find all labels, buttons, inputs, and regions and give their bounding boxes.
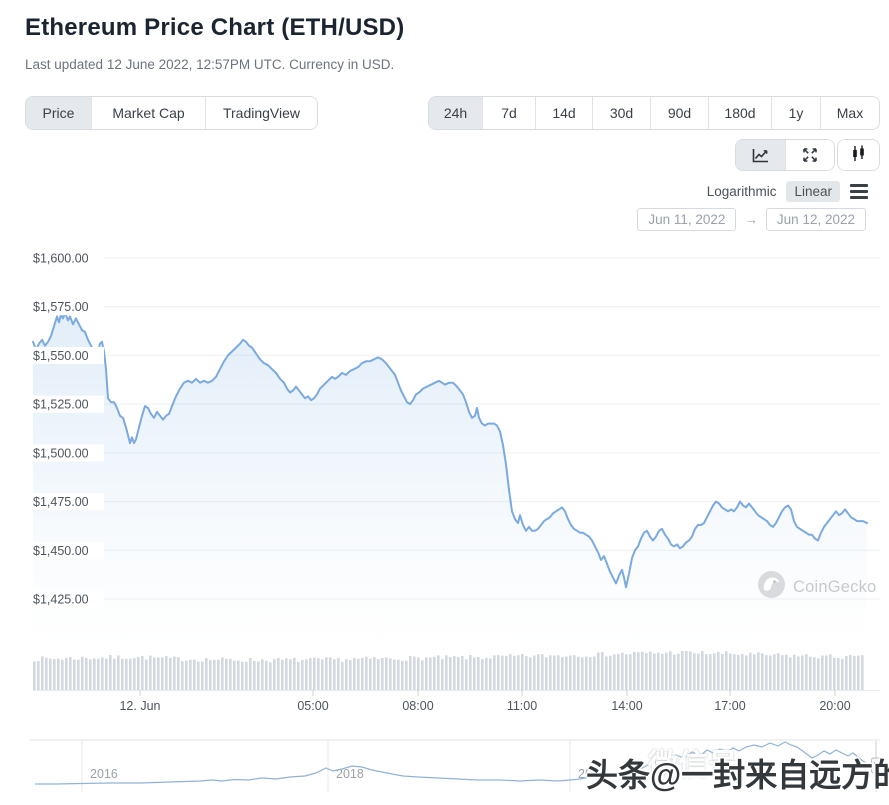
line-chart-icon: [752, 148, 769, 163]
price-chart[interactable]: $1,600.00 $1,575.00 $1,550.00 $1,525.00 $1,5…: [0, 245, 889, 805]
svg-text:$1,550.00: $1,550.00: [33, 349, 89, 363]
svg-text:2016: 2016: [90, 767, 118, 781]
tab-price[interactable]: Price: [26, 97, 91, 129]
page-title: Ethereum Price Chart (ETH/USD): [25, 14, 405, 41]
last-updated-text: Last updated 12 June 2022, 12:57PM UTC. …: [25, 57, 395, 72]
fullscreen-expand-icon: [802, 147, 818, 163]
svg-text:2018: 2018: [336, 767, 364, 781]
fullscreen-button[interactable]: [785, 140, 834, 170]
range-7d[interactable]: 7d: [482, 97, 535, 129]
time-range-tabs: 24h 7d 14d 30d 90d 180d 1y Max: [428, 96, 880, 130]
chart-type-button-group: [735, 139, 835, 171]
scale-linear-option[interactable]: Linear: [786, 181, 840, 202]
volume-bars: [33, 650, 864, 690]
range-90d[interactable]: 90d: [650, 97, 708, 129]
tab-tradingview[interactable]: TradingView: [205, 97, 317, 129]
range-1y[interactable]: 1y: [771, 97, 820, 129]
candlestick-button[interactable]: [838, 140, 879, 170]
scale-toggle-row: Logarithmic Linear: [0, 181, 868, 202]
range-24h[interactable]: 24h: [429, 97, 482, 129]
svg-text:14:00: 14:00: [611, 699, 642, 713]
svg-text:05:00: 05:00: [297, 699, 328, 713]
svg-text:$1,500.00: $1,500.00: [33, 446, 89, 460]
chart-view-tabs: Price Market Cap TradingView: [25, 96, 318, 130]
range-navigator[interactable]: 2016 2018 2020: [30, 739, 881, 792]
svg-text:11:00: 11:00: [507, 699, 537, 713]
price-line-series: [32, 311, 868, 646]
range-30d[interactable]: 30d: [592, 97, 650, 129]
svg-text:12. Jun: 12. Jun: [119, 699, 160, 713]
tab-market-cap[interactable]: Market Cap: [91, 97, 205, 129]
chart-menu-button[interactable]: [850, 182, 868, 201]
range-max[interactable]: Max: [820, 97, 879, 129]
scale-logarithmic-option[interactable]: Logarithmic: [706, 184, 777, 199]
date-to-input[interactable]: Jun 12, 2022: [765, 208, 866, 231]
date-from-input[interactable]: Jun 11, 2022: [637, 208, 737, 231]
date-range-row: Jun 11, 2022 → Jun 12, 2022: [0, 208, 866, 231]
navigator-handle[interactable]: [871, 757, 881, 774]
svg-text:$1,450.00: $1,450.00: [33, 544, 89, 558]
hamburger-icon: [850, 184, 868, 199]
svg-text:$1,600.00: $1,600.00: [33, 252, 89, 266]
candlestick-icon: [851, 145, 866, 165]
candlestick-button-group: [837, 139, 880, 171]
range-14d[interactable]: 14d: [535, 97, 592, 129]
range-180d[interactable]: 180d: [708, 97, 771, 129]
y-axis-labels: $1,600.00 $1,575.00 $1,550.00 $1,525.00 $1,5…: [30, 249, 104, 608]
svg-text:17:00: 17:00: [714, 699, 745, 713]
x-axis: 12. Jun 05:00 08:00 11:00 14:00 17:00 20:00: [33, 690, 880, 713]
svg-text:$1,575.00: $1,575.00: [33, 300, 89, 314]
date-range-arrow-icon: →: [744, 212, 758, 227]
svg-text:$1,425.00: $1,425.00: [33, 593, 89, 607]
svg-text:20:00: 20:00: [819, 699, 850, 713]
svg-text:08:00: 08:00: [402, 699, 433, 713]
svg-text:$1,475.00: $1,475.00: [33, 495, 89, 509]
line-chart-button[interactable]: [736, 140, 785, 170]
svg-text:$1,525.00: $1,525.00: [33, 398, 89, 412]
